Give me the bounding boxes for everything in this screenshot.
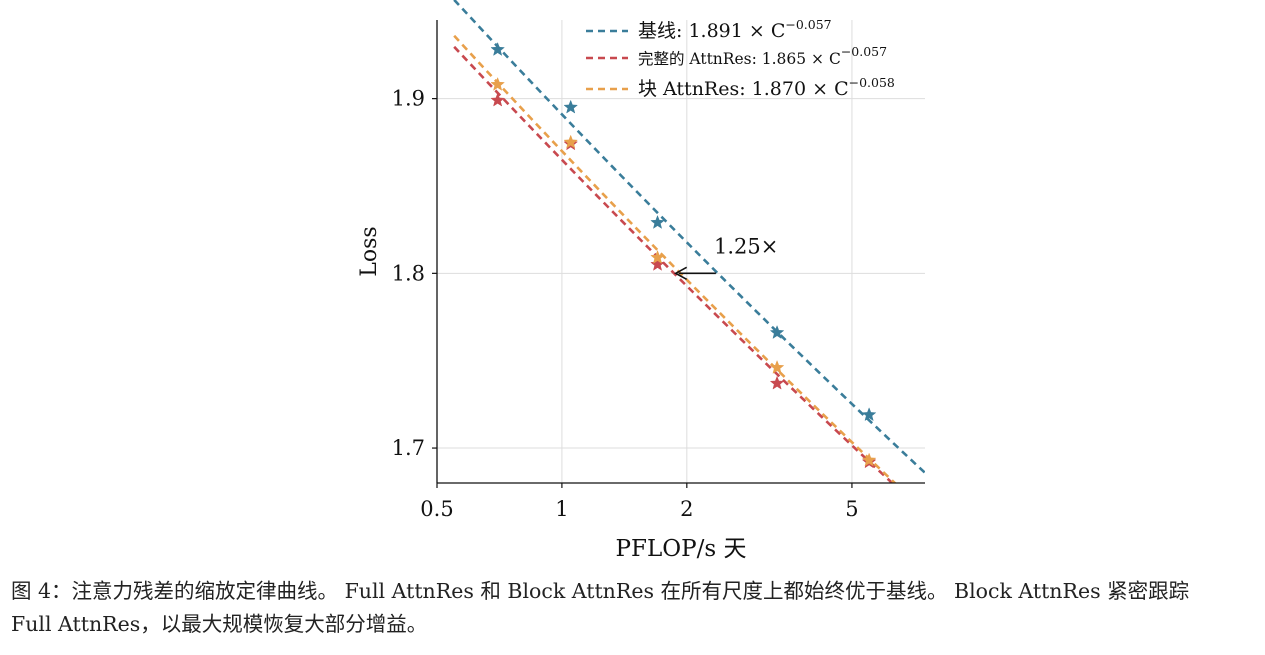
axes: 0.5 1 2 5 1.7 1.8 1.9 PFLOP/s 天 Loss xyxy=(357,20,925,562)
scaling-law-chart: 0.5 1 2 5 1.7 1.8 1.9 PFLOP/s 天 Loss 1.25× 基线: 1… xyxy=(357,0,925,562)
legend-label-block: 块 AttnRes: 1.870 × C−0.058 xyxy=(638,75,895,100)
point-block xyxy=(490,76,505,91)
point-baseline xyxy=(861,407,877,422)
annotation-label: 1.25× xyxy=(714,234,778,258)
fit-lines xyxy=(453,0,925,483)
point-block xyxy=(861,452,877,467)
legend-label-full: 完整的 AttnRes: 1.865 × C−0.057 xyxy=(638,44,887,68)
figure-caption: 图 4：注意力残差的缩放定律曲线。 Full AttnRes 和 Block A… xyxy=(11,575,1251,641)
x-tick-label: 5 xyxy=(845,497,858,521)
point-block xyxy=(769,359,785,374)
point-baseline xyxy=(490,42,505,56)
y-axis-title: Loss xyxy=(357,226,382,276)
y-tick-label: 1.9 xyxy=(392,87,425,111)
annotation: 1.25× xyxy=(673,234,778,281)
caption-line-1: 图 4：注意力残差的缩放定律曲线。 Full AttnRes 和 Block A… xyxy=(11,579,1190,603)
point-baseline xyxy=(650,214,665,229)
x-tick-label: 0.5 xyxy=(420,497,453,521)
y-tick-label: 1.7 xyxy=(392,436,425,460)
y-tick-label: 1.8 xyxy=(392,261,425,285)
data-points xyxy=(490,42,877,469)
x-axis-title: PFLOP/s 天 xyxy=(616,536,747,562)
caption-line-2: Full AttnRes，以最大规模恢复大部分增益。 xyxy=(11,612,428,636)
point-baseline xyxy=(769,325,785,339)
point-block xyxy=(650,249,665,264)
point-full xyxy=(769,375,785,390)
point-baseline xyxy=(563,99,579,114)
point-block xyxy=(563,134,579,149)
fit-line-baseline xyxy=(453,0,925,475)
point-full xyxy=(650,256,665,271)
point-full xyxy=(490,92,505,107)
fit-line-block xyxy=(453,34,897,483)
legend-label-baseline: 基线: 1.891 × C−0.057 xyxy=(638,17,832,42)
x-tick-label: 2 xyxy=(680,497,693,521)
annotation-arrow-head xyxy=(673,266,688,281)
x-tick-label: 1 xyxy=(555,497,568,521)
fit-line-full xyxy=(453,45,895,483)
